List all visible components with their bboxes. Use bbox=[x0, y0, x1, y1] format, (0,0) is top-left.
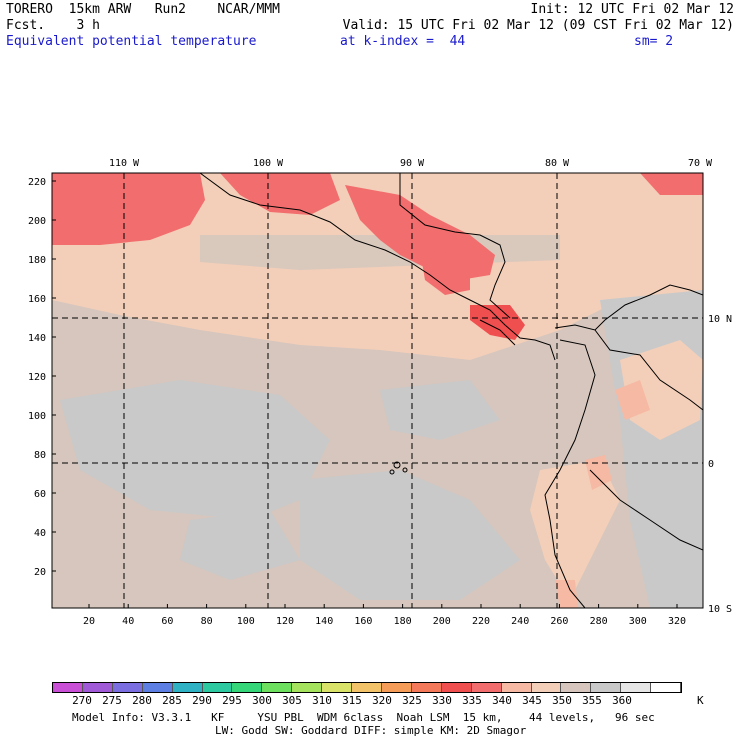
y-tick-label: 200 bbox=[28, 216, 46, 227]
lon-label: 80 W bbox=[545, 158, 570, 169]
map-frame bbox=[51, 172, 704, 609]
lat-label: 10 N bbox=[708, 314, 732, 325]
colorbar-label: 275 bbox=[102, 694, 122, 707]
colorbar-swatch bbox=[112, 683, 143, 692]
y-tick-label: 60 bbox=[34, 489, 46, 500]
colorbar-label: 285 bbox=[162, 694, 182, 707]
y-grid-ticks: 220 200 180 160 140 120 100 80 60 40 20 bbox=[28, 177, 56, 578]
model-title: TORERO 15km ARW Run2 NCAR/MMM bbox=[6, 2, 280, 17]
colorbar-swatch bbox=[232, 683, 263, 692]
colorbar-label: 345 bbox=[522, 694, 542, 707]
colorbar-label: 340 bbox=[492, 694, 512, 707]
x-tick-label: 240 bbox=[511, 616, 529, 627]
lon-label: 100 W bbox=[253, 158, 284, 169]
y-tick-label: 120 bbox=[28, 372, 46, 383]
colorbar-label: 290 bbox=[192, 694, 212, 707]
lat-lon-grid bbox=[52, 173, 703, 608]
colorbar-swatch bbox=[292, 683, 323, 692]
valid-time: Valid: 15 UTC Fri 02 Mar 12 (09 CST Fri … bbox=[342, 18, 734, 33]
colorbar-label: 315 bbox=[342, 694, 362, 707]
colorbar-swatch bbox=[322, 683, 353, 692]
y-tick-label: 140 bbox=[28, 333, 46, 344]
y-tick-label: 100 bbox=[28, 411, 46, 422]
colorbar-label: 270 bbox=[72, 694, 92, 707]
colorbar-label: 330 bbox=[432, 694, 452, 707]
x-tick-label: 140 bbox=[315, 616, 333, 627]
colorbar-label: 300 bbox=[252, 694, 272, 707]
x-tick-label: 220 bbox=[472, 616, 490, 627]
x-tick-label: 160 bbox=[354, 616, 372, 627]
colorbar-label: 280 bbox=[132, 694, 152, 707]
colorbar-swatch bbox=[53, 683, 83, 692]
colorbar-label: 360 bbox=[612, 694, 632, 707]
colorbar-swatch bbox=[531, 683, 562, 692]
x-grid-ticks: 20 40 60 80 100 120 140 160 180 200 220 240 260 280 30… bbox=[83, 604, 686, 627]
colorbar-label: 335 bbox=[462, 694, 482, 707]
colorbar-label: 305 bbox=[282, 694, 302, 707]
x-tick-label: 100 bbox=[237, 616, 255, 627]
y-tick-label: 160 bbox=[28, 294, 46, 305]
colorbar-swatch bbox=[82, 683, 113, 692]
colorbar-swatch bbox=[411, 683, 442, 692]
x-tick-label: 180 bbox=[394, 616, 412, 627]
y-tick-label: 180 bbox=[28, 255, 46, 266]
init-time: Init: 12 UTC Fri 02 Mar 12 bbox=[530, 2, 735, 17]
colorbar-label: 310 bbox=[312, 694, 332, 707]
level-info: at k-index = 44 bbox=[340, 34, 466, 49]
x-tick-label: 260 bbox=[550, 616, 568, 627]
model-info: Model Info: V3.3.1 KF YSU PBL WDM 6class… bbox=[72, 711, 655, 724]
field-shading bbox=[52, 173, 703, 608]
colorbar-label: 295 bbox=[222, 694, 242, 707]
physics-info: LW: Godd SW: Goddard DIFF: simple KM: 2D… bbox=[215, 724, 527, 737]
y-tick-label: 20 bbox=[34, 567, 46, 578]
x-tick-label: 20 bbox=[83, 616, 95, 627]
colorbar-unit: K bbox=[697, 694, 704, 707]
x-tick-label: 40 bbox=[122, 616, 134, 627]
colorbar-swatch bbox=[591, 683, 622, 692]
colorbar-swatch bbox=[352, 683, 382, 692]
lat-label: 10 S bbox=[708, 604, 732, 615]
colorbar-swatch bbox=[142, 683, 173, 692]
colorbar bbox=[52, 682, 682, 693]
lon-label: 90 W bbox=[400, 158, 425, 169]
x-tick-label: 120 bbox=[276, 616, 294, 627]
x-tick-label: 60 bbox=[161, 616, 173, 627]
forecast-hour: Fcst. 3 h bbox=[6, 18, 100, 33]
x-tick-label: 200 bbox=[433, 616, 451, 627]
colorbar-swatch bbox=[651, 683, 682, 692]
x-tick-label: 320 bbox=[668, 616, 686, 627]
x-tick-label: 300 bbox=[629, 616, 647, 627]
colorbar-swatch bbox=[471, 683, 502, 692]
field-name: Equivalent potential temperature bbox=[6, 34, 257, 49]
x-tick-label: 80 bbox=[201, 616, 213, 627]
x-tick-label: 280 bbox=[590, 616, 608, 627]
y-tick-label: 220 bbox=[28, 177, 46, 188]
colorbar-swatch bbox=[172, 683, 203, 692]
colorbar-label: 355 bbox=[582, 694, 602, 707]
colorbar-swatch bbox=[262, 683, 293, 692]
lat-label: 0 bbox=[708, 459, 714, 470]
colorbar-swatch bbox=[621, 683, 652, 692]
galapagos-islands bbox=[389, 461, 408, 475]
colorbar-swatch bbox=[501, 683, 532, 692]
colorbar-label: 325 bbox=[402, 694, 422, 707]
colorbar-swatch bbox=[202, 683, 233, 692]
colorbar-swatch bbox=[441, 683, 472, 692]
lon-label: 70 W bbox=[688, 158, 713, 169]
colorbar-label: 350 bbox=[552, 694, 572, 707]
smoothing-info: sm= 2 bbox=[634, 34, 674, 49]
y-tick-label: 40 bbox=[34, 528, 46, 539]
colorbar-swatch bbox=[381, 683, 412, 692]
colorbar-label: 320 bbox=[372, 694, 392, 707]
colorbar-swatch bbox=[561, 683, 592, 692]
lon-label: 110 W bbox=[109, 158, 140, 169]
y-tick-label: 80 bbox=[34, 450, 46, 461]
